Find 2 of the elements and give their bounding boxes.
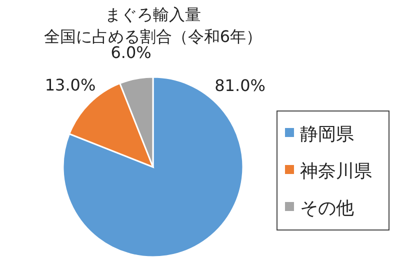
title: まぐろ輸入量 (105, 5, 201, 24)
subtitle: 全国に占める割合（令和6年） (44, 27, 262, 46)
